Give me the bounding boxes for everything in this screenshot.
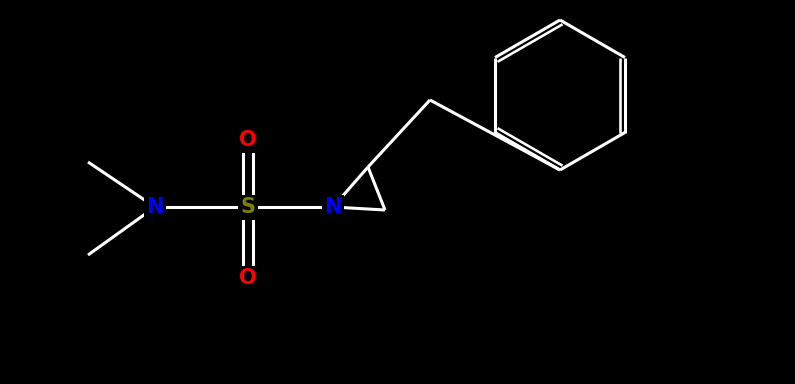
Text: N: N (324, 197, 342, 217)
Text: N: N (146, 197, 164, 217)
Text: O: O (239, 130, 257, 150)
Text: O: O (239, 268, 257, 288)
Text: S: S (241, 197, 255, 217)
